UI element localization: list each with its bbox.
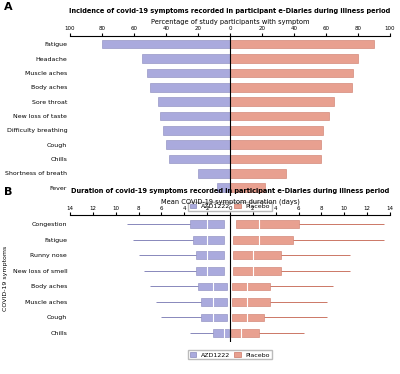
Text: A: A	[4, 2, 13, 12]
Legend: AZD1222, Placebo: AZD1222, Placebo	[188, 202, 272, 211]
Bar	[236, 221, 298, 228]
X-axis label: Mean COVID-19 symptom duration (days): Mean COVID-19 symptom duration (days)	[160, 198, 300, 205]
Bar	[142, 54, 230, 63]
Title: Duration of covid-19 symptoms recorded in participant e-Diaries during illness p: Duration of covid-19 symptoms recorded i…	[71, 188, 389, 194]
Bar	[202, 298, 226, 306]
Text: B: B	[4, 187, 12, 197]
Bar	[102, 40, 230, 49]
Bar	[198, 169, 230, 178]
Bar	[234, 236, 293, 244]
Y-axis label: COVID-19 symptoms: COVID-19 symptoms	[0, 83, 1, 148]
Bar	[232, 298, 270, 306]
Bar	[190, 221, 224, 228]
Bar	[230, 111, 329, 120]
Bar	[163, 126, 230, 135]
Bar	[230, 155, 321, 163]
Bar	[234, 251, 282, 259]
Y-axis label: COVID-19 symptoms: COVID-19 symptoms	[4, 246, 8, 311]
Bar	[230, 126, 323, 135]
Bar	[232, 282, 270, 290]
Bar	[230, 183, 265, 192]
Bar	[231, 329, 258, 337]
Bar	[213, 329, 229, 337]
Bar	[230, 83, 352, 92]
Bar	[230, 140, 321, 149]
Bar	[217, 183, 230, 192]
Bar	[158, 97, 230, 106]
Bar	[234, 267, 282, 275]
Bar	[196, 251, 224, 259]
X-axis label: Percentage of study participants with symptom: Percentage of study participants with sy…	[151, 19, 309, 25]
Bar	[147, 68, 230, 77]
Bar	[160, 111, 230, 120]
Bar	[232, 313, 264, 321]
Bar	[230, 40, 374, 49]
Bar	[230, 97, 334, 106]
Bar	[196, 267, 224, 275]
Bar	[169, 155, 230, 163]
Bar	[230, 169, 286, 178]
Bar	[230, 54, 358, 63]
Bar	[166, 140, 230, 149]
Legend: AZD1222, Placebo: AZD1222, Placebo	[188, 350, 272, 359]
Bar	[230, 68, 353, 77]
Title: Incidence of covid-19 symptoms recorded in participant e-Diaries during illness : Incidence of covid-19 symptoms recorded …	[69, 8, 391, 14]
Bar	[198, 282, 226, 290]
Bar	[150, 83, 230, 92]
Bar	[202, 313, 226, 321]
Bar	[194, 236, 224, 244]
